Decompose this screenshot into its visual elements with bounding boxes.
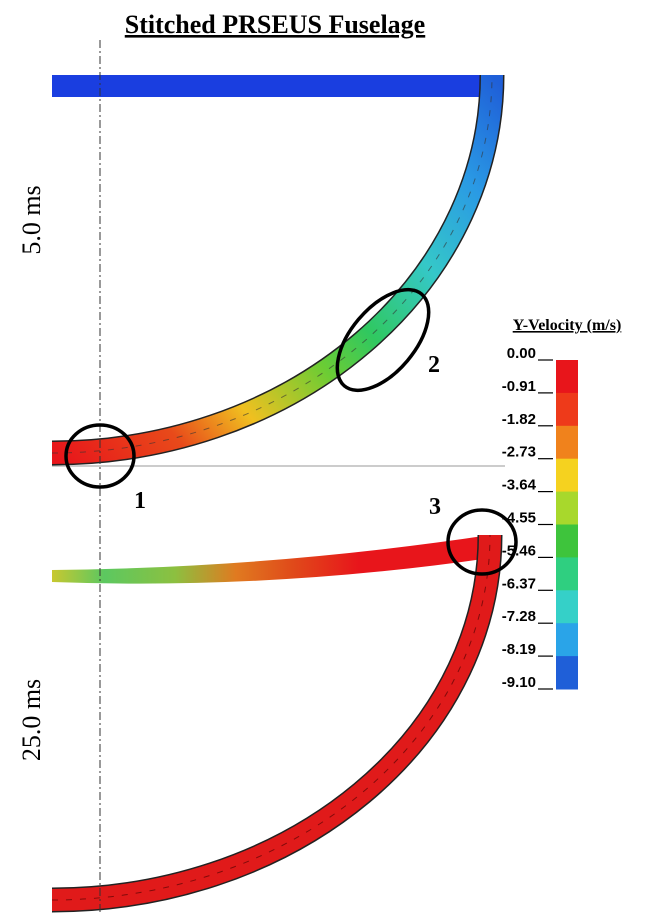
- callout-circle: [446, 508, 518, 576]
- callout-circle: [335, 287, 431, 393]
- legend-label: -0.91: [502, 378, 536, 395]
- legend-label: 0.00: [507, 345, 536, 362]
- legend-label: -5.46: [502, 542, 536, 559]
- legend-label: -4.55: [502, 510, 536, 527]
- legend-label: -2.73: [502, 444, 536, 461]
- frame: [51, 534, 501, 911]
- legend-label: -9.10: [502, 674, 536, 691]
- legend-band: [556, 557, 578, 591]
- legend-label: -6.37: [502, 575, 536, 592]
- frame: [51, 74, 503, 464]
- callout-label: 2: [428, 352, 440, 378]
- skin-panel: [52, 75, 482, 97]
- skin-panel: [52, 535, 490, 584]
- legend-band: [556, 524, 578, 558]
- legend-band: [556, 590, 578, 624]
- legend-title: Y-Velocity (m/s): [513, 317, 622, 334]
- callout-label: 3: [429, 494, 441, 520]
- frame-mesh: [51, 74, 493, 454]
- callout-label: 1: [134, 488, 146, 514]
- legend-band: [556, 425, 578, 460]
- legend-label: -8.19: [502, 641, 536, 658]
- callout-circle: [64, 423, 136, 489]
- panel-label: 5.0 ms: [17, 185, 46, 254]
- frame-mesh: [51, 534, 491, 901]
- legend: 0.00 -0.91 -1.82 -2.73 -3.64 -4.55 -5.46 -6.37 -…: [502, 345, 578, 691]
- legend-band: [556, 392, 578, 427]
- legend-band: [556, 623, 578, 657]
- legend-label: -1.82: [502, 411, 536, 428]
- panel-label: 25.0 ms: [17, 679, 46, 761]
- legend-band: [556, 458, 578, 493]
- legend-band: [556, 656, 578, 690]
- legend-band: [556, 360, 578, 394]
- legend-label: -7.28: [502, 608, 536, 625]
- legend-label: -3.64: [502, 477, 537, 494]
- title: Stitched PRSEUS Fuselage: [125, 10, 425, 39]
- legend-band: [556, 491, 578, 525]
